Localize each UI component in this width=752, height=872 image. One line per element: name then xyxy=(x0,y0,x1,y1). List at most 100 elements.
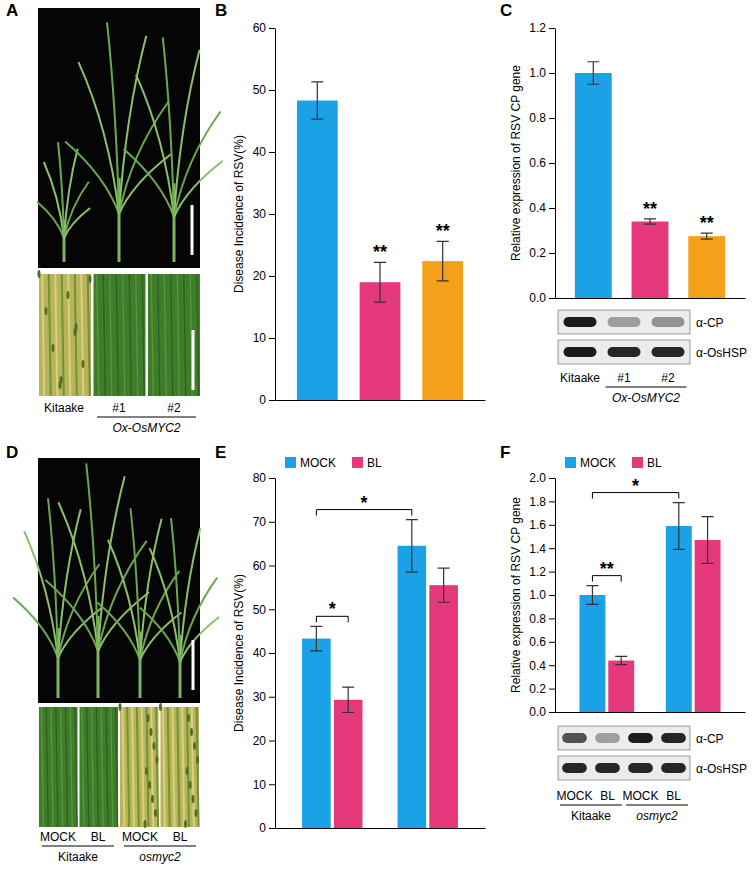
bar xyxy=(429,585,458,828)
error-bar xyxy=(587,62,599,85)
blot-band xyxy=(652,317,685,327)
leaf-vein xyxy=(197,707,199,827)
y-tick-label: 60 xyxy=(253,559,267,573)
photo xyxy=(38,8,200,268)
y-tick-mark xyxy=(269,478,275,479)
y-tick: 1.4 xyxy=(529,542,555,556)
y-tick-label: 1.0 xyxy=(529,588,546,602)
leaf-vein xyxy=(177,707,179,827)
plant-leaf xyxy=(64,149,78,238)
leaf-vein xyxy=(87,707,89,827)
leaf-vein xyxy=(142,707,144,827)
y-tick: 0 xyxy=(259,393,275,407)
plant-leaf xyxy=(124,149,174,217)
leaf-vein xyxy=(192,707,194,827)
blot-band xyxy=(652,347,685,357)
y-tick: 1.2 xyxy=(529,21,555,35)
y-tick-mark xyxy=(269,152,275,153)
leaf-spot xyxy=(159,703,162,711)
y-tick-mark xyxy=(269,566,275,567)
leaf-spot xyxy=(147,714,150,722)
plot-labels: **** xyxy=(373,221,450,262)
leaf-vein xyxy=(88,274,90,396)
blot-band xyxy=(661,763,686,773)
error-bar xyxy=(586,586,598,605)
blot-row-label: α-OsHSP xyxy=(696,346,747,360)
y-tick-label: 20 xyxy=(253,734,267,748)
leaf-spot xyxy=(52,344,55,352)
y-tick-mark xyxy=(269,828,275,829)
blot-row-label: α-OsHSP xyxy=(696,762,747,776)
lane-label: MOCK xyxy=(122,830,158,844)
y-tick-label: 2.0 xyxy=(529,471,546,485)
western-blot: α-CPα-OsHSPMOCKBLMOCKBLKitaakeosmyc2 xyxy=(557,726,747,823)
group-underline xyxy=(606,387,687,388)
leaf-vein xyxy=(116,274,118,396)
y-tick-mark xyxy=(269,338,275,339)
bar xyxy=(422,261,463,400)
leaf-vein xyxy=(65,707,67,827)
y-tick: 1.2 xyxy=(529,565,555,579)
y-tick-label: 1.2 xyxy=(529,21,546,35)
y-tick-mark xyxy=(549,73,555,74)
y-tick-mark xyxy=(549,665,555,666)
leaf-vein xyxy=(96,707,98,827)
lane-label: Kitaake xyxy=(560,371,600,385)
legend-label: MOCK xyxy=(300,456,336,470)
leaf-spot xyxy=(190,728,193,736)
panel-a: AKitaake#1#2Ox-OsMYC2 xyxy=(6,1,223,435)
leaf-vein xyxy=(122,707,124,827)
blot-band xyxy=(595,763,620,773)
panel-letter: C xyxy=(500,1,512,20)
y-tick: 1.6 xyxy=(529,518,555,532)
bar xyxy=(302,639,331,828)
plant-leaf xyxy=(174,161,223,217)
bar xyxy=(666,526,692,712)
chart: E01020304050607080Disease Incidence of R… xyxy=(215,443,486,835)
panel-d: DMOCKBLMOCKBLKitaakeosmyc2 xyxy=(6,443,219,864)
significance: ** xyxy=(700,213,714,233)
leaf-spot xyxy=(74,328,77,336)
lane-label: BL xyxy=(91,830,106,844)
chart: B0102030405060Disease Incidence of RSV(%… xyxy=(215,1,486,407)
error-bar xyxy=(311,82,323,119)
y-tick-mark xyxy=(269,522,275,523)
y-tick-mark xyxy=(549,548,555,549)
error-bar xyxy=(438,568,450,602)
y-tick-mark xyxy=(549,208,555,209)
lane-label: #2 xyxy=(167,401,181,415)
leaf-spot xyxy=(82,360,85,368)
leaf-vein xyxy=(137,707,139,827)
leaf-vein xyxy=(182,707,184,827)
leaf-vein xyxy=(197,274,199,396)
y-axis-title: Disease Incidence of RSV(%) xyxy=(232,574,246,732)
y-tick-mark xyxy=(549,253,555,254)
legend-swatch xyxy=(632,457,643,468)
group-label: Kitaake xyxy=(58,850,98,864)
leaf-vein xyxy=(158,274,160,396)
error-bar xyxy=(374,262,386,302)
y-tick: 10 xyxy=(253,778,275,792)
error-bar xyxy=(673,503,685,550)
group-underline xyxy=(42,846,114,847)
y-tick: 50 xyxy=(253,603,275,617)
y-tick: 20 xyxy=(253,734,275,748)
blot-background xyxy=(558,340,690,364)
y-tick-mark xyxy=(549,478,555,479)
y-tick-mark xyxy=(549,572,555,573)
y-tick-mark xyxy=(269,609,275,610)
plot-labels: **** xyxy=(643,199,714,233)
leaf-vein xyxy=(136,274,138,396)
bar xyxy=(608,661,634,712)
leaf-photo xyxy=(39,707,78,827)
significance: * xyxy=(361,493,368,513)
y-tick-label: 0.0 xyxy=(529,291,546,305)
panel-letter: D xyxy=(6,443,18,462)
legend: MOCKBL xyxy=(285,456,382,470)
leaf-vein xyxy=(82,707,84,827)
leaf-vein xyxy=(156,707,158,827)
plot-labels: *** xyxy=(592,476,678,582)
y-tick: 40 xyxy=(253,646,275,660)
y-tick-mark xyxy=(269,653,275,654)
leaf-spot xyxy=(154,809,157,817)
